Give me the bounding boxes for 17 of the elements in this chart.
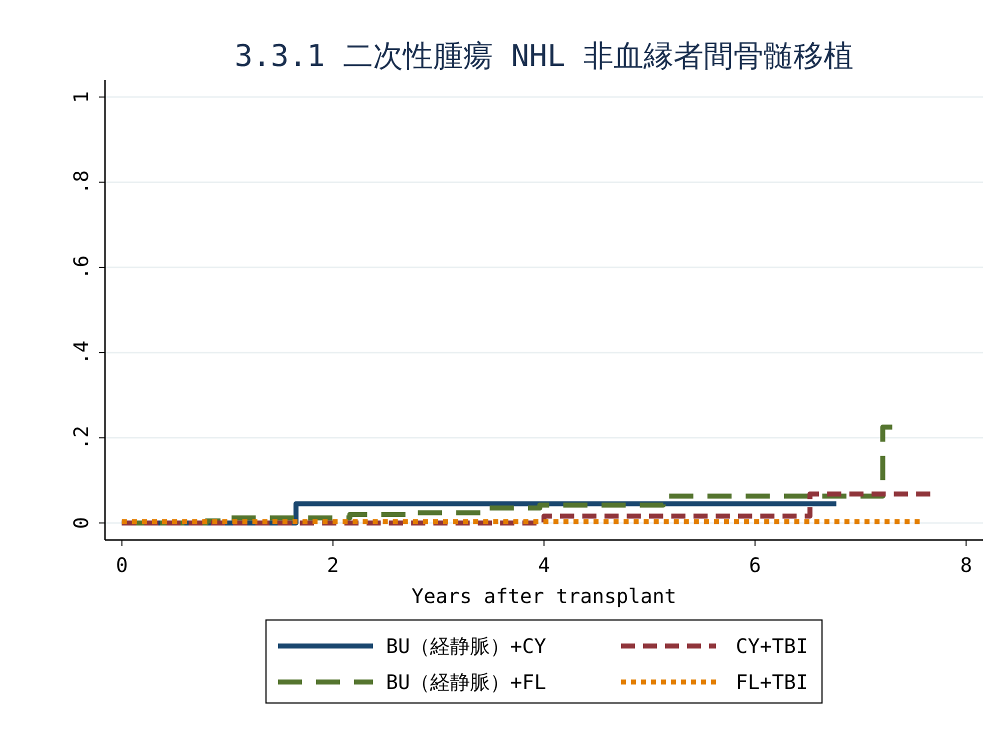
x-tick-label: 6 (749, 553, 762, 577)
legend-label: BU（経静脈）+FL (386, 670, 546, 694)
x-tick-label: 2 (326, 553, 339, 577)
x-axis-title: Years after transplant (412, 584, 676, 608)
y-tick-label: .4 (69, 340, 93, 365)
legend-label: FL+TBI (736, 670, 808, 694)
x-tick-label: 8 (960, 553, 972, 577)
y-tick-label: .6 (69, 255, 93, 280)
y-tick-label: .2 (69, 426, 93, 450)
x-tick-label: 4 (538, 553, 550, 577)
legend-label: CY+TBI (736, 634, 808, 658)
y-tick-label: 0 (69, 516, 93, 529)
x-tick-label: 0 (116, 553, 128, 577)
y-tick-label: .8 (69, 170, 93, 194)
chart-title: 3.3.1 二次性腫瘍 NHL 非血縁者間骨髄移植 (234, 39, 854, 74)
legend-label: BU（経静脈）+CY (386, 634, 546, 658)
y-tick-label: 1 (69, 91, 93, 104)
